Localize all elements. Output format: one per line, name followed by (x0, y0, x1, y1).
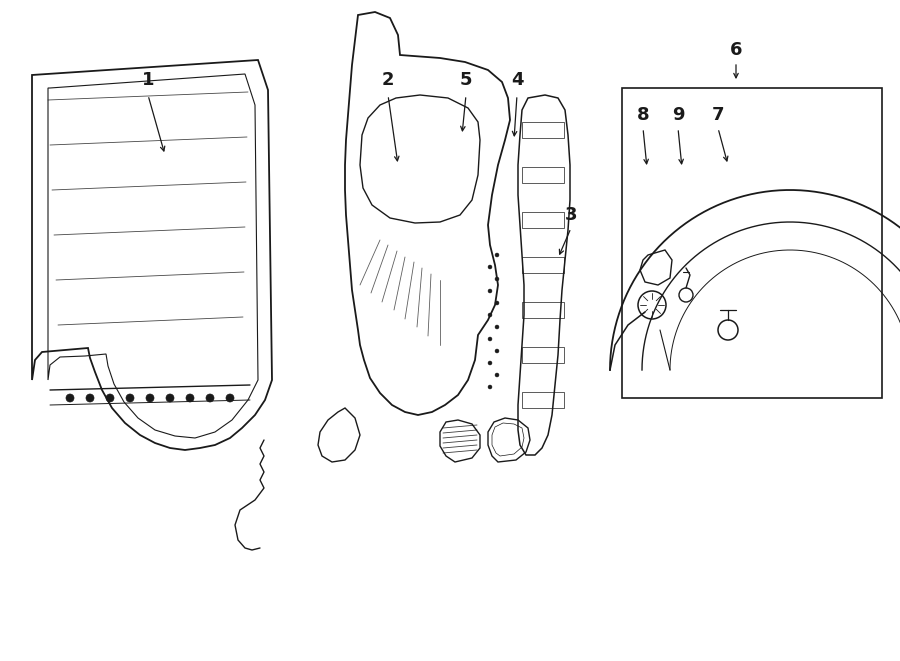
Bar (622, 88, 882, 398)
Text: 5: 5 (460, 71, 473, 89)
Circle shape (226, 394, 234, 402)
Circle shape (488, 385, 492, 389)
Circle shape (146, 394, 154, 402)
Circle shape (488, 289, 492, 293)
Circle shape (126, 394, 134, 402)
Circle shape (206, 394, 214, 402)
Text: 8: 8 (636, 106, 649, 124)
Text: 7: 7 (712, 106, 724, 124)
Circle shape (488, 361, 492, 365)
Text: 6: 6 (730, 41, 742, 59)
Circle shape (86, 394, 94, 402)
Circle shape (488, 265, 492, 269)
Text: 4: 4 (511, 71, 523, 89)
Circle shape (495, 277, 499, 281)
Circle shape (488, 337, 492, 341)
Text: 2: 2 (382, 71, 394, 89)
Circle shape (186, 394, 194, 402)
Text: 3: 3 (565, 206, 577, 224)
Circle shape (495, 349, 499, 353)
Circle shape (488, 313, 492, 317)
Circle shape (66, 394, 74, 402)
Circle shape (166, 394, 174, 402)
Circle shape (495, 373, 499, 377)
Circle shape (495, 301, 499, 305)
Text: 1: 1 (142, 71, 154, 89)
Text: 9: 9 (671, 106, 684, 124)
Circle shape (495, 325, 499, 329)
Circle shape (106, 394, 114, 402)
Circle shape (495, 253, 499, 257)
